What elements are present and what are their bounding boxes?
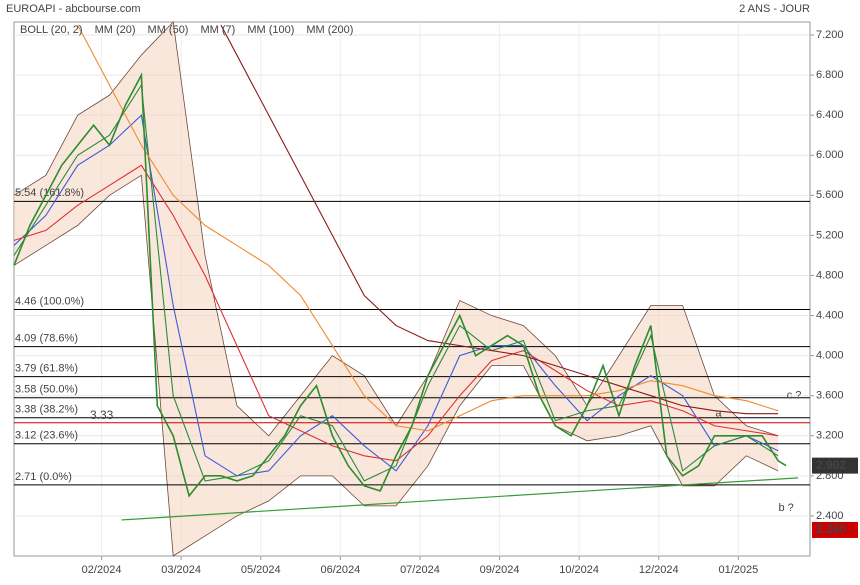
- legend-entry: MM (200): [306, 24, 353, 36]
- low-price-tag: [812, 521, 858, 538]
- x-tick-label: 06/2024: [320, 564, 360, 576]
- last-price-tag-label: 2.902: [816, 458, 846, 472]
- y-tick-label: 2.400: [816, 510, 844, 522]
- legend-entry: MM (50): [148, 24, 189, 36]
- moving-average: [13, 114, 779, 477]
- y-tick-label: 6.800: [816, 69, 844, 81]
- x-tick-label: 12/2024: [639, 564, 679, 576]
- fib-label: 5.54 (161.8%): [15, 187, 84, 199]
- chart-title: EUROAPI - abcbourse.com: [6, 3, 141, 15]
- y-tick-label: 7.200: [816, 29, 844, 41]
- plot-frame: [13, 21, 811, 557]
- fib-label: 3.38 (38.2%): [15, 404, 78, 416]
- low-price-tag-label: 2.260: [816, 522, 846, 536]
- fib-label: 3.79 (61.8%): [15, 363, 78, 375]
- x-tick-label: 05/2024: [241, 564, 281, 576]
- red-level-label: 3.33: [90, 408, 114, 422]
- y-tick-label: 4.400: [816, 309, 844, 321]
- fib-label: 3.12 (23.6%): [15, 430, 78, 442]
- y-tick-label: 5.200: [816, 229, 844, 241]
- fib-label: 3.58 (50.0%): [15, 384, 78, 396]
- legend-entry: MM (7): [200, 24, 235, 36]
- moving-average: [77, 24, 779, 432]
- moving-average: [220, 24, 779, 415]
- y-tick-label: 5.600: [816, 189, 844, 201]
- fib-label: 4.46 (100.0%): [15, 295, 84, 307]
- fib-label: 2.71 (0.0%): [15, 471, 72, 483]
- y-tick-label: 6.000: [816, 149, 844, 161]
- bollinger-lower: [13, 174, 779, 557]
- last-price-tag: [812, 457, 858, 474]
- fib-label: 4.09 (78.6%): [15, 333, 78, 345]
- y-tick-label: 6.400: [816, 109, 844, 121]
- chart-subtitle: 2 ANS - JOUR: [739, 3, 810, 15]
- x-tick-label: 10/2024: [559, 564, 599, 576]
- x-tick-label: 07/2024: [400, 564, 440, 576]
- x-tick-label: 02/2024: [82, 564, 122, 576]
- legend-entry: MM (100): [247, 24, 294, 36]
- annotation: b ?: [778, 502, 793, 514]
- y-tick-label: 4.800: [816, 269, 844, 281]
- y-tick-label: 4.000: [816, 350, 844, 362]
- trendline: [121, 477, 799, 521]
- annotation: c ?: [787, 390, 802, 402]
- y-tick-label: 3.200: [816, 430, 844, 442]
- annotation: a: [715, 408, 722, 420]
- x-tick-label: 01/2025: [718, 564, 758, 576]
- x-tick-label: 03/2024: [161, 564, 201, 576]
- moving-average: [13, 164, 779, 462]
- legend-entry: MM (20): [95, 24, 136, 36]
- x-tick-label: 09/2024: [480, 564, 520, 576]
- price-line: [13, 72, 787, 498]
- y-tick-label: 3.600: [816, 390, 844, 402]
- legend-entry: BOLL (20, 2): [20, 24, 83, 36]
